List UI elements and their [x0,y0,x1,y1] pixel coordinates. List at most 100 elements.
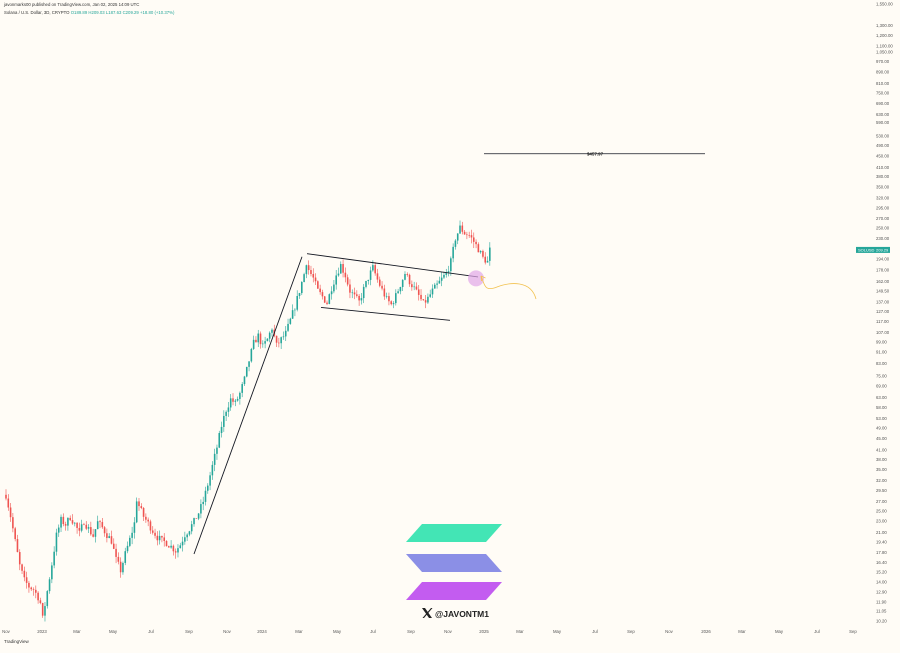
candle [168,545,170,548]
price-tick-label: 380.00 [876,174,890,179]
price-tick-label: 178.00 [876,267,890,272]
candle [188,530,191,537]
time-tick-label: Sep [627,629,635,634]
candle [112,538,115,550]
price-tick-label: 11.05 [876,609,887,614]
candle [268,331,271,343]
candle [390,300,393,306]
candle [161,535,163,543]
candle [204,486,207,506]
price-tick-label: 137.00 [876,299,890,304]
candle [395,289,397,306]
price-tick-label: 19.40 [876,540,887,545]
price-tick-label: 530.00 [876,133,890,138]
candle [53,546,55,569]
candle [44,602,46,622]
candle [7,494,10,511]
time-tick-label: Jul [592,629,598,634]
candle [351,289,354,299]
candle [344,267,347,283]
candle [333,279,335,294]
candle [60,514,62,532]
candles-layer [5,220,491,622]
price-tick-label: 410.00 [876,165,890,170]
price-tick-label: 350.00 [876,184,890,189]
candle [135,497,138,524]
candle [404,271,406,281]
price-tick-label: 69.00 [876,384,887,389]
candle [438,276,441,284]
candle [35,585,37,599]
price-tick-label: 149.50 [876,289,890,294]
candle [264,336,266,349]
candle [362,284,365,304]
time-tick-label: Jul [148,629,154,634]
price-tick-label: 53.00 [876,416,887,421]
candle [317,280,319,290]
candle [220,421,223,438]
candle [117,552,120,565]
candle [486,256,489,263]
candle [431,284,434,298]
candle [294,308,296,317]
candle [284,326,287,341]
time-tick-label: Sep [407,629,415,634]
candle [321,289,324,300]
candle [158,530,161,545]
candle [479,250,482,254]
symbol-name: Solana / U.S. Dollar, 3D, CRYPTO [4,10,70,15]
time-tick-label: Nov [665,629,673,634]
candle [450,256,452,276]
candle [353,287,356,300]
candle [90,521,92,536]
annotation-arrow [480,275,537,300]
candle [372,260,374,272]
solana-logo-bar-bottom [406,582,502,600]
price-tick-label: 230.00 [876,236,890,241]
candle [310,265,312,277]
price-tick-label: 690.00 [876,101,890,106]
candle [23,566,26,582]
candle [484,252,487,265]
candle [401,279,404,291]
candle [223,410,225,432]
candle [385,292,388,299]
candle [216,444,218,460]
candle [14,526,16,542]
candle [37,591,39,604]
candle [181,536,184,552]
candle [280,336,282,349]
price-tick-label: 270.00 [876,216,890,221]
candle [213,448,216,472]
price-tick-label: 35.00 [876,467,887,472]
candle [177,544,179,558]
candle [466,231,468,240]
candle [64,521,67,531]
candle [319,284,321,295]
candle [287,318,289,332]
price-tag-symbol: SOLUSD [858,248,875,253]
candle [71,514,74,525]
candle [172,544,175,556]
candle [303,272,305,283]
candle [381,281,383,291]
price-tick-label: 58.00 [876,405,887,410]
time-tick-label: Mar [738,629,746,634]
candle [186,533,188,542]
price-tick-label: 1,100.00 [876,44,893,49]
candle [174,548,177,559]
candle [21,563,23,574]
x-logo-icon [422,608,433,618]
candle [126,541,129,554]
candle [289,317,292,325]
candle [149,519,152,534]
time-tick-label: Nov [2,629,10,634]
candle [227,401,230,417]
candle [55,528,58,556]
price-tick-label: 15.20 [876,570,887,575]
candle [298,292,301,299]
solana-logo-bar-top [406,524,502,542]
candle [411,280,413,291]
